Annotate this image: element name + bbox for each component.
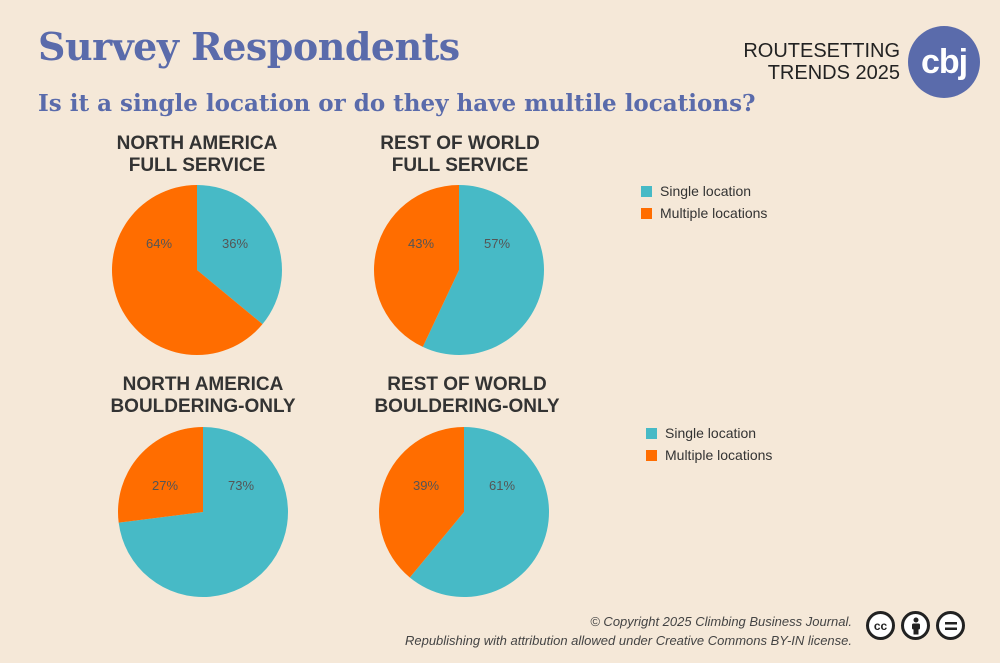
brand-line-2: TRENDS 2025: [767, 62, 900, 84]
legend-swatch-single: [641, 185, 652, 197]
legend-item-single: Single location: [646, 422, 772, 444]
legend-item-single: Single location: [641, 180, 767, 202]
chart-title-line-2: FULL SERVICE: [391, 155, 529, 176]
pie-label-single: 73%: [228, 478, 254, 493]
cc-icon: cc: [866, 611, 895, 640]
chart-title-line-2: BOULDERING-ONLY: [374, 396, 560, 417]
pie-slice-single: [409, 427, 550, 597]
copyright-notice: © Copyright 2025 Climbing Business Journ…: [405, 612, 852, 650]
brand-text: ROUTESETTING TRENDS 2025: [743, 40, 900, 84]
legend-swatch-single: [646, 427, 657, 439]
attribution-icon: [901, 611, 930, 640]
pie-chart-row-bouldering: 61% 39%: [379, 427, 550, 597]
pie-chart-na-bouldering: 73% 27%: [118, 427, 289, 597]
brand-logo: cbj: [908, 26, 980, 98]
pie-slice-multiple: [379, 427, 464, 578]
page-title: Survey Respondents: [38, 24, 460, 69]
pie-slice-multiple: [118, 427, 203, 523]
no-derivatives-icon: [936, 611, 965, 640]
chart-title-row-full-service: REST OF WORLD FULL SERVICE: [350, 133, 570, 177]
chart-title-row-bouldering: REST OF WORLD BOULDERING-ONLY: [357, 374, 577, 418]
chart-title-line-2: FULL SERVICE: [128, 155, 266, 176]
creative-commons-icons: cc: [866, 611, 965, 640]
pie-label-single: 57%: [484, 236, 510, 251]
chart-title-na-bouldering: NORTH AMERICA BOULDERING-ONLY: [93, 374, 313, 418]
chart-title-line-1: REST OF WORLD: [380, 133, 540, 154]
legend-swatch-multiple: [641, 207, 652, 219]
pie-label-multiple: 64%: [146, 236, 172, 251]
legend-bouldering: Single location Multiple locations: [646, 422, 772, 466]
legend-label-multiple: Multiple locations: [660, 205, 768, 221]
legend-item-multiple: Multiple locations: [641, 202, 767, 224]
legend-swatch-multiple: [646, 449, 657, 461]
page-subtitle: Is it a single location or do they have …: [38, 90, 756, 117]
pie-slice-multiple: [111, 185, 263, 355]
pie-slice-single: [197, 185, 282, 325]
copyright-line-1: © Copyright 2025 Climbing Business Journ…: [590, 614, 852, 629]
legend-label-single: Single location: [665, 425, 757, 441]
pie-label-multiple: 27%: [152, 478, 178, 493]
pie-label-multiple: 39%: [413, 478, 439, 493]
pie-chart-na-full-service: 36% 64%: [111, 185, 282, 355]
legend-full-service: Single location Multiple locations: [641, 180, 767, 224]
pie-slice-single: [118, 427, 289, 597]
brand-line-1: ROUTESETTING: [743, 40, 900, 62]
chart-title-line-1: REST OF WORLD: [387, 374, 547, 395]
pie-slice-multiple: [374, 185, 459, 347]
legend-label-single: Single location: [660, 183, 752, 199]
pie-chart-row-full-service: 57% 43%: [374, 185, 545, 355]
chart-title-line-1: NORTH AMERICA: [116, 133, 278, 154]
copyright-line-2: Republishing with attribution allowed un…: [404, 633, 852, 648]
pie-label-single: 36%: [222, 236, 248, 251]
pie-label-multiple: 43%: [408, 236, 434, 251]
legend-item-multiple: Multiple locations: [646, 444, 772, 466]
legend-label-multiple: Multiple locations: [665, 447, 773, 463]
chart-title-line-1: NORTH AMERICA: [122, 374, 284, 395]
chart-title-na-full-service: NORTH AMERICA FULL SERVICE: [87, 133, 307, 177]
pie-slice-single: [422, 185, 545, 355]
chart-title-line-2: BOULDERING-ONLY: [110, 396, 296, 417]
pie-label-single: 61%: [489, 478, 515, 493]
